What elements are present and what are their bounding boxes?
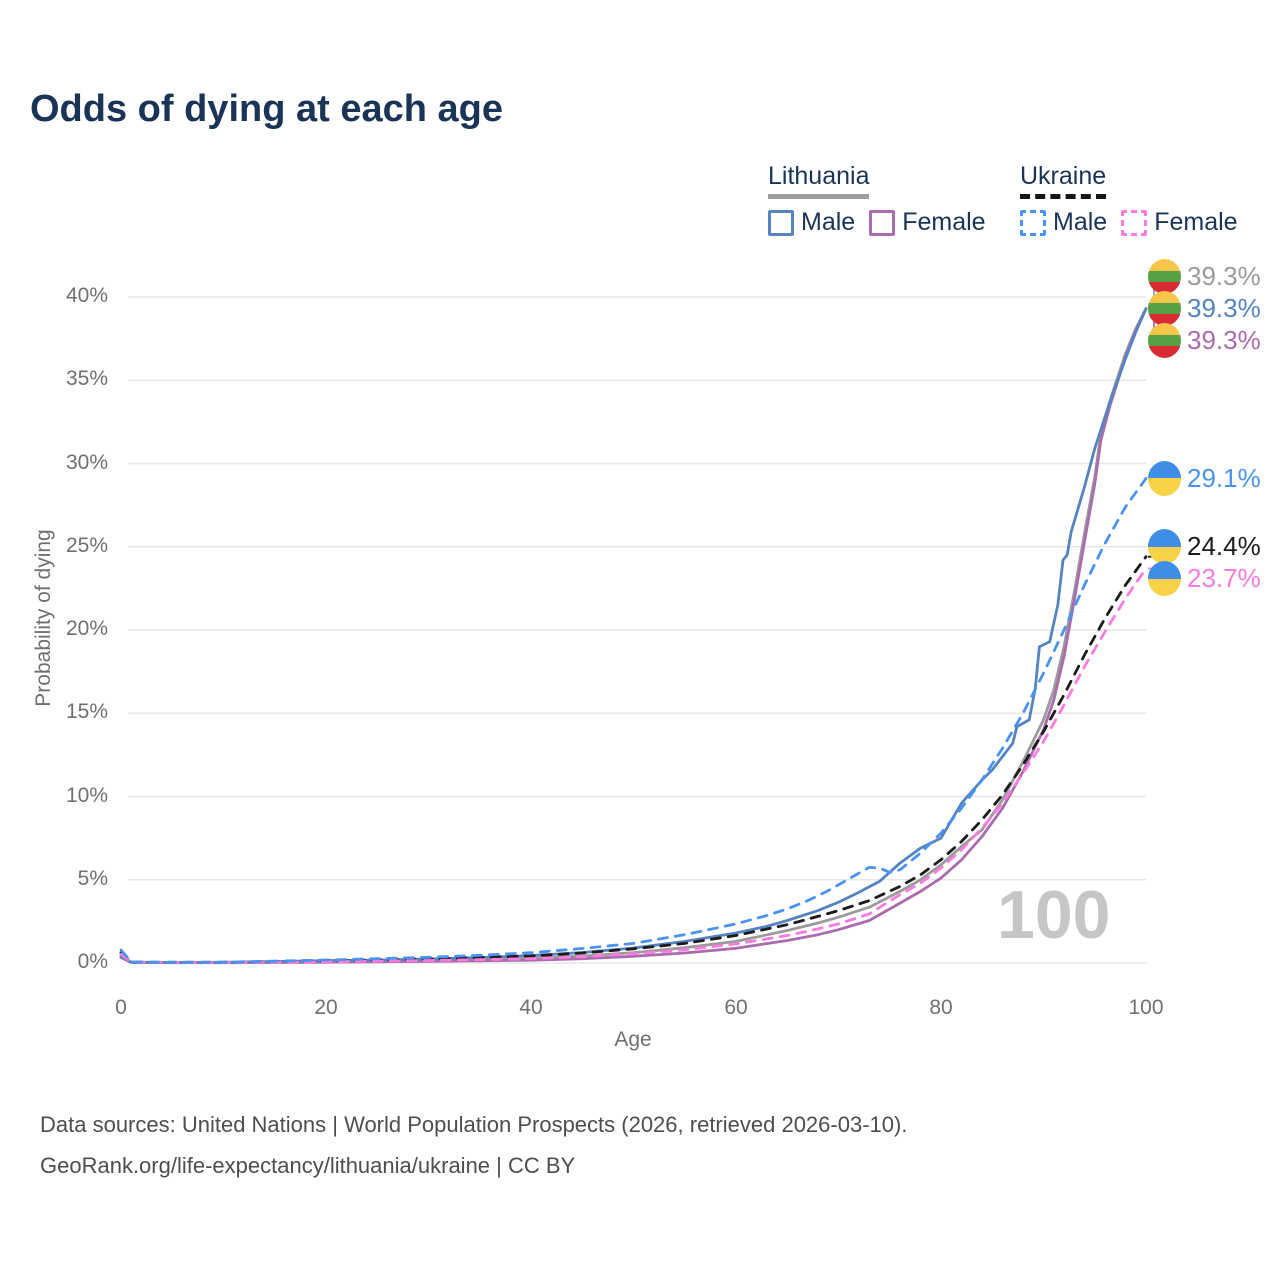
x-axis-title: Age bbox=[614, 1028, 652, 1051]
data-sources-line: Data sources: United Nations | World Pop… bbox=[40, 1112, 908, 1137]
y-tick-label: 20% bbox=[65, 617, 108, 640]
ukraine-male-swatch[interactable] bbox=[1020, 209, 1046, 236]
y-tick-label: 35% bbox=[65, 367, 108, 391]
legend-item-lithuania-male[interactable]: Male bbox=[768, 208, 855, 237]
x-tick-label: 20 bbox=[314, 996, 338, 1019]
lithuania-male-swatch[interactable] bbox=[768, 209, 794, 236]
legend-label-ukraine-male: Male bbox=[1053, 208, 1108, 236]
end-label-value: 39.3% bbox=[1187, 261, 1261, 292]
y-tick-label: 0% bbox=[77, 950, 108, 973]
y-tick-label: 5% bbox=[77, 866, 108, 890]
x-tick-label: 100 bbox=[1128, 996, 1164, 1019]
end-label-lithuania-male: 39.3% bbox=[1148, 291, 1261, 327]
ukraine-flag-icon bbox=[1148, 460, 1181, 496]
end-label-value: 39.3% bbox=[1187, 325, 1261, 356]
end-label-lithuania-female: 39.3% bbox=[1148, 323, 1261, 359]
legend-label-ukraine-female: Female bbox=[1154, 208, 1238, 236]
series-line-lithuania-male bbox=[119, 307, 1148, 964]
x-tick-label: 0 bbox=[115, 996, 127, 1019]
y-axis-title: Probability of dying bbox=[32, 529, 55, 707]
series-line-ukraine-male bbox=[119, 477, 1148, 964]
lithuania-female-swatch[interactable] bbox=[869, 209, 896, 236]
series-line-lithuania-female bbox=[119, 307, 1148, 965]
lithuania-flag-icon bbox=[1148, 291, 1181, 327]
lithuania-flag-icon bbox=[1148, 323, 1181, 359]
attribution-line: GeoRank.org/life-expectancy/lithuania/uk… bbox=[40, 1153, 576, 1178]
series-line-ukraine-female bbox=[119, 567, 1148, 964]
legend-group-ukraine: Ukraine Male Female bbox=[1020, 162, 1252, 237]
age-watermark: 100 bbox=[997, 877, 1111, 953]
end-label-value: 39.3% bbox=[1187, 293, 1261, 324]
legend-label-lithuania-female: Female bbox=[902, 208, 986, 236]
x-tick-label: 40 bbox=[519, 996, 543, 1019]
legend-item-ukraine-female[interactable]: Female bbox=[1121, 208, 1238, 237]
legend-item-ukraine-male[interactable]: Male bbox=[1020, 208, 1107, 237]
legend-title-lithuania: Lithuania bbox=[768, 162, 870, 199]
end-label-lithuania-total: 39.3% bbox=[1148, 259, 1261, 295]
end-label-value: 29.1% bbox=[1187, 462, 1261, 493]
x-tick-label: 80 bbox=[929, 996, 953, 1019]
ukraine-female-swatch[interactable] bbox=[1121, 209, 1148, 236]
lithuania-flag-icon bbox=[1148, 259, 1181, 295]
chart-title: Odds of dying at each age bbox=[30, 88, 503, 130]
y-tick-label: 15% bbox=[65, 700, 108, 724]
y-tick-label: 40% bbox=[65, 284, 108, 307]
x-tick-label: 60 bbox=[724, 996, 748, 1019]
end-label-ukraine-female: 23.7% bbox=[1148, 561, 1261, 597]
ukraine-flag-icon bbox=[1148, 561, 1181, 597]
y-tick-label: 30% bbox=[65, 450, 108, 474]
series-line-lithuania-total bbox=[119, 307, 1148, 965]
end-label-value: 24.4% bbox=[1187, 531, 1261, 562]
footer: Data sources: United Nations | World Pop… bbox=[40, 1104, 907, 1186]
y-tick-label: 10% bbox=[65, 783, 108, 807]
legend-group-lithuania: Lithuania Male Female bbox=[768, 162, 1000, 237]
end-label-value: 23.7% bbox=[1187, 563, 1261, 594]
legend-title-ukraine: Ukraine bbox=[1020, 162, 1107, 199]
end-label-ukraine-total: 24.4% bbox=[1148, 529, 1261, 565]
legend-item-lithuania-female[interactable]: Female bbox=[869, 208, 986, 237]
ukraine-flag-icon bbox=[1148, 529, 1181, 565]
end-label-ukraine-male: 29.1% bbox=[1148, 460, 1261, 496]
series-line-ukraine-total bbox=[119, 555, 1148, 964]
legend-label-lithuania-male: Male bbox=[801, 208, 856, 236]
y-tick-label: 25% bbox=[65, 533, 108, 557]
